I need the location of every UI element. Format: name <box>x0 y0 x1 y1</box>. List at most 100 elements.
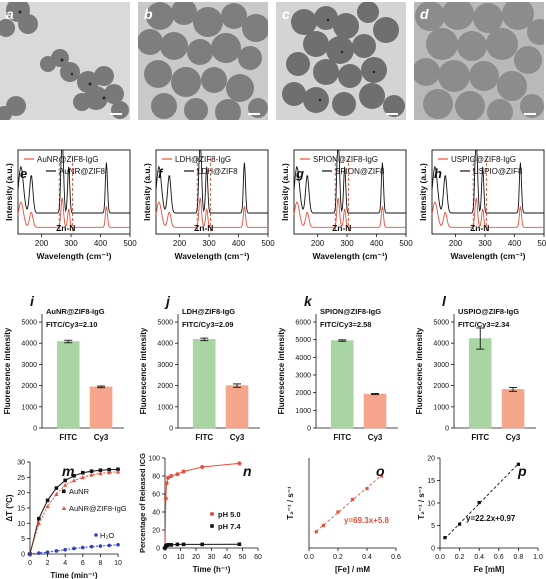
legend-label-bare: AuNR@ZIF8 <box>59 167 105 176</box>
bar-fitc <box>192 339 216 429</box>
panel-label-f: f <box>158 166 164 181</box>
y-tick-label: 5 <box>431 523 435 530</box>
x-label-cy3: Cy3 <box>368 433 383 442</box>
x-tick-label: 4 <box>63 560 67 567</box>
bar-chart-i: 0 1000 2000 3000 4000 5000 FITC Cy3 AuNR@ZIF8-Ig… <box>3 293 124 442</box>
x-tick-label: 50 <box>239 554 247 561</box>
plot-frame <box>17 149 131 235</box>
x-tick-label: 300 <box>202 239 216 248</box>
data-point <box>379 474 384 478</box>
data-point <box>200 465 205 469</box>
y-tick-label: 30 <box>17 460 25 467</box>
y-tick-label: 1000 <box>157 404 173 411</box>
y-axis-label: T₂⁻¹ / s⁻¹ <box>417 486 426 520</box>
x-axis-label: Wavelength (cm⁻¹) <box>36 251 111 261</box>
data-point <box>237 542 242 547</box>
data-point <box>63 482 68 487</box>
data-point <box>237 461 242 466</box>
y-tick-label: 5000 <box>433 320 449 327</box>
panel-label-j: j <box>164 293 171 309</box>
data-point <box>181 542 186 547</box>
data-point <box>116 467 120 472</box>
data-point <box>169 543 173 547</box>
x-tick-label: 0.4 <box>474 554 484 561</box>
data-point <box>443 536 447 540</box>
fit-line <box>315 474 382 532</box>
data-point <box>98 471 103 476</box>
panel-label-i: i <box>30 293 35 309</box>
zn-n-annotation: Zn-N <box>470 223 489 233</box>
raman-chart-e: 200 300 400 500 Wavelength (cm⁻¹) Intensity (… <box>4 149 137 261</box>
y-tick-label: 0 <box>169 426 173 433</box>
x-tick-label: 0 <box>28 560 32 567</box>
x-tick-label: 200 <box>173 239 187 248</box>
panel-label-p: p <box>517 463 527 479</box>
panel-label-h: h <box>434 166 442 181</box>
y-tick-label: 0 <box>431 546 435 553</box>
y-tick-label: 2000 <box>157 383 173 390</box>
data-point <box>98 544 103 548</box>
zn-n-annotation: Zn-N <box>56 223 75 233</box>
x-tick-label: 8 <box>98 560 102 567</box>
x-tick-label: 400 <box>508 239 522 248</box>
data-point <box>36 521 41 526</box>
data-point <box>336 510 340 514</box>
y-tick-label: 15 <box>17 506 25 513</box>
x-tick-label: 6 <box>81 560 85 567</box>
x-tick-label: 500 <box>123 239 137 248</box>
raman-chart-f: 200 300 400 500 Wavelength (cm⁻¹) Intensity (… <box>142 149 275 261</box>
data-point <box>81 545 85 550</box>
x-axis-label: Wavelength (cm⁻¹) <box>174 251 249 261</box>
data-point <box>107 470 112 475</box>
data-point <box>516 462 520 466</box>
y-axis-label: Fluorescence intensity <box>415 327 424 414</box>
data-point <box>98 468 103 473</box>
x-tick-label: 400 <box>94 239 108 248</box>
legend-label-bare: LDH@ZIF8 <box>197 167 238 176</box>
data-point <box>89 469 94 473</box>
spectrum-line-bare <box>293 149 406 214</box>
x-tick-label: 0.2 <box>333 554 343 561</box>
data-point <box>81 470 85 475</box>
legend-label: pH 5.0 <box>218 510 241 519</box>
data-point <box>54 549 59 553</box>
zn-n-annotation: Zn-N <box>332 223 351 233</box>
raman-chart-g: 200 300 400 500 Wavelength (cm⁻¹) Intensity (… <box>280 149 413 261</box>
x-tick-label: 200 <box>311 239 325 248</box>
line-chart-m: 0 5 10 15 20 25 30 0 2 4 6 8 10 AuNR AuNR@ZIF8-IgG H₂O T… <box>5 460 127 579</box>
y-tick-label: 2000 <box>433 383 449 390</box>
bar-fitc <box>56 341 80 429</box>
y-tick-label: 25 <box>17 475 25 482</box>
y-tick-label: 1000 <box>433 404 449 411</box>
data-point <box>458 522 462 526</box>
x-tick-label: 10 <box>114 560 122 567</box>
y-tick-label: 0 <box>156 546 160 553</box>
data-point <box>107 467 111 472</box>
y-axis-label: T₂⁻¹ / s⁻¹ <box>286 486 295 520</box>
scatter-chart-p: 0 5 10 15 20 0.0 0.2 0.4 0.6 0.8 1.0 y=22.2x+0.97 Fe… <box>417 456 543 575</box>
y-tick-label: 1000 <box>295 408 311 415</box>
panel-label-b: b <box>144 6 153 22</box>
fit-equation: y=22.2x+0.97 <box>466 514 516 523</box>
x-label-fitc: FITC <box>471 433 489 442</box>
y-tick-label: 60 <box>152 492 160 499</box>
data-point <box>350 497 355 501</box>
bar-cy3 <box>225 385 249 429</box>
legend-label-bare: SPION@ZIF8 <box>335 167 385 176</box>
data-point <box>116 543 120 547</box>
x-tick-label: 500 <box>537 239 546 248</box>
x-tick-label: 0.0 <box>435 554 445 561</box>
spectrum-line-igg <box>293 197 406 228</box>
y-axis-label: Fluorescence intensity <box>3 327 12 414</box>
y-tick-label: 40 <box>152 510 160 517</box>
x-axis-label: Wavelength (cm⁻¹) <box>312 251 387 261</box>
data-point <box>45 550 50 554</box>
y-axis-label: Intensity (a.u.) <box>142 163 152 221</box>
x-tick-label: 300 <box>478 239 492 248</box>
y-tick-label: 5000 <box>157 320 173 327</box>
data-point <box>45 498 50 503</box>
x-label-fitc: FITC <box>333 433 351 442</box>
data-point <box>80 475 85 480</box>
legend-marker <box>210 512 214 516</box>
y-tick-label: 4000 <box>157 341 173 348</box>
